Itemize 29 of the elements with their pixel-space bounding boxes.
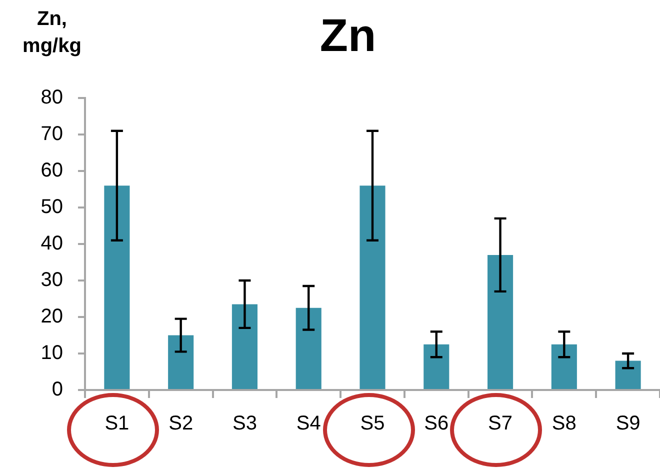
bar [551,344,577,389]
chart-title: Zn [318,8,378,62]
x-tick-label: S8 [552,412,576,435]
y-tick-label: 0 [52,378,63,401]
y-tick-label: 30 [40,269,63,292]
x-tick-label: S2 [168,412,194,435]
x-tick-label: S4 [296,412,321,435]
bar [488,254,514,389]
bar [424,344,450,389]
y-axis-title: Zn, mg/kg [22,7,82,59]
x-tick-label: S7 [488,412,513,435]
bar [232,304,258,389]
y-tick-label: 60 [40,160,63,182]
bar [168,335,194,389]
x-tick-label: S5 [360,412,385,435]
bar [360,186,386,389]
y-tick-label: 80 [40,86,63,109]
y-tick-label: 20 [40,306,63,328]
bar [104,186,130,389]
x-tick-label: S9 [616,412,640,435]
x-tick-label: S1 [104,412,130,435]
bar [615,360,641,389]
x-tick-label: S6 [424,412,449,435]
y-tick-label: 70 [40,123,63,146]
x-tick-label: S3 [232,412,257,435]
y-tick-label: 50 [40,196,63,218]
y-tick-label: 40 [40,232,63,255]
bar [296,308,322,389]
y-tick-label: 10 [40,342,63,364]
